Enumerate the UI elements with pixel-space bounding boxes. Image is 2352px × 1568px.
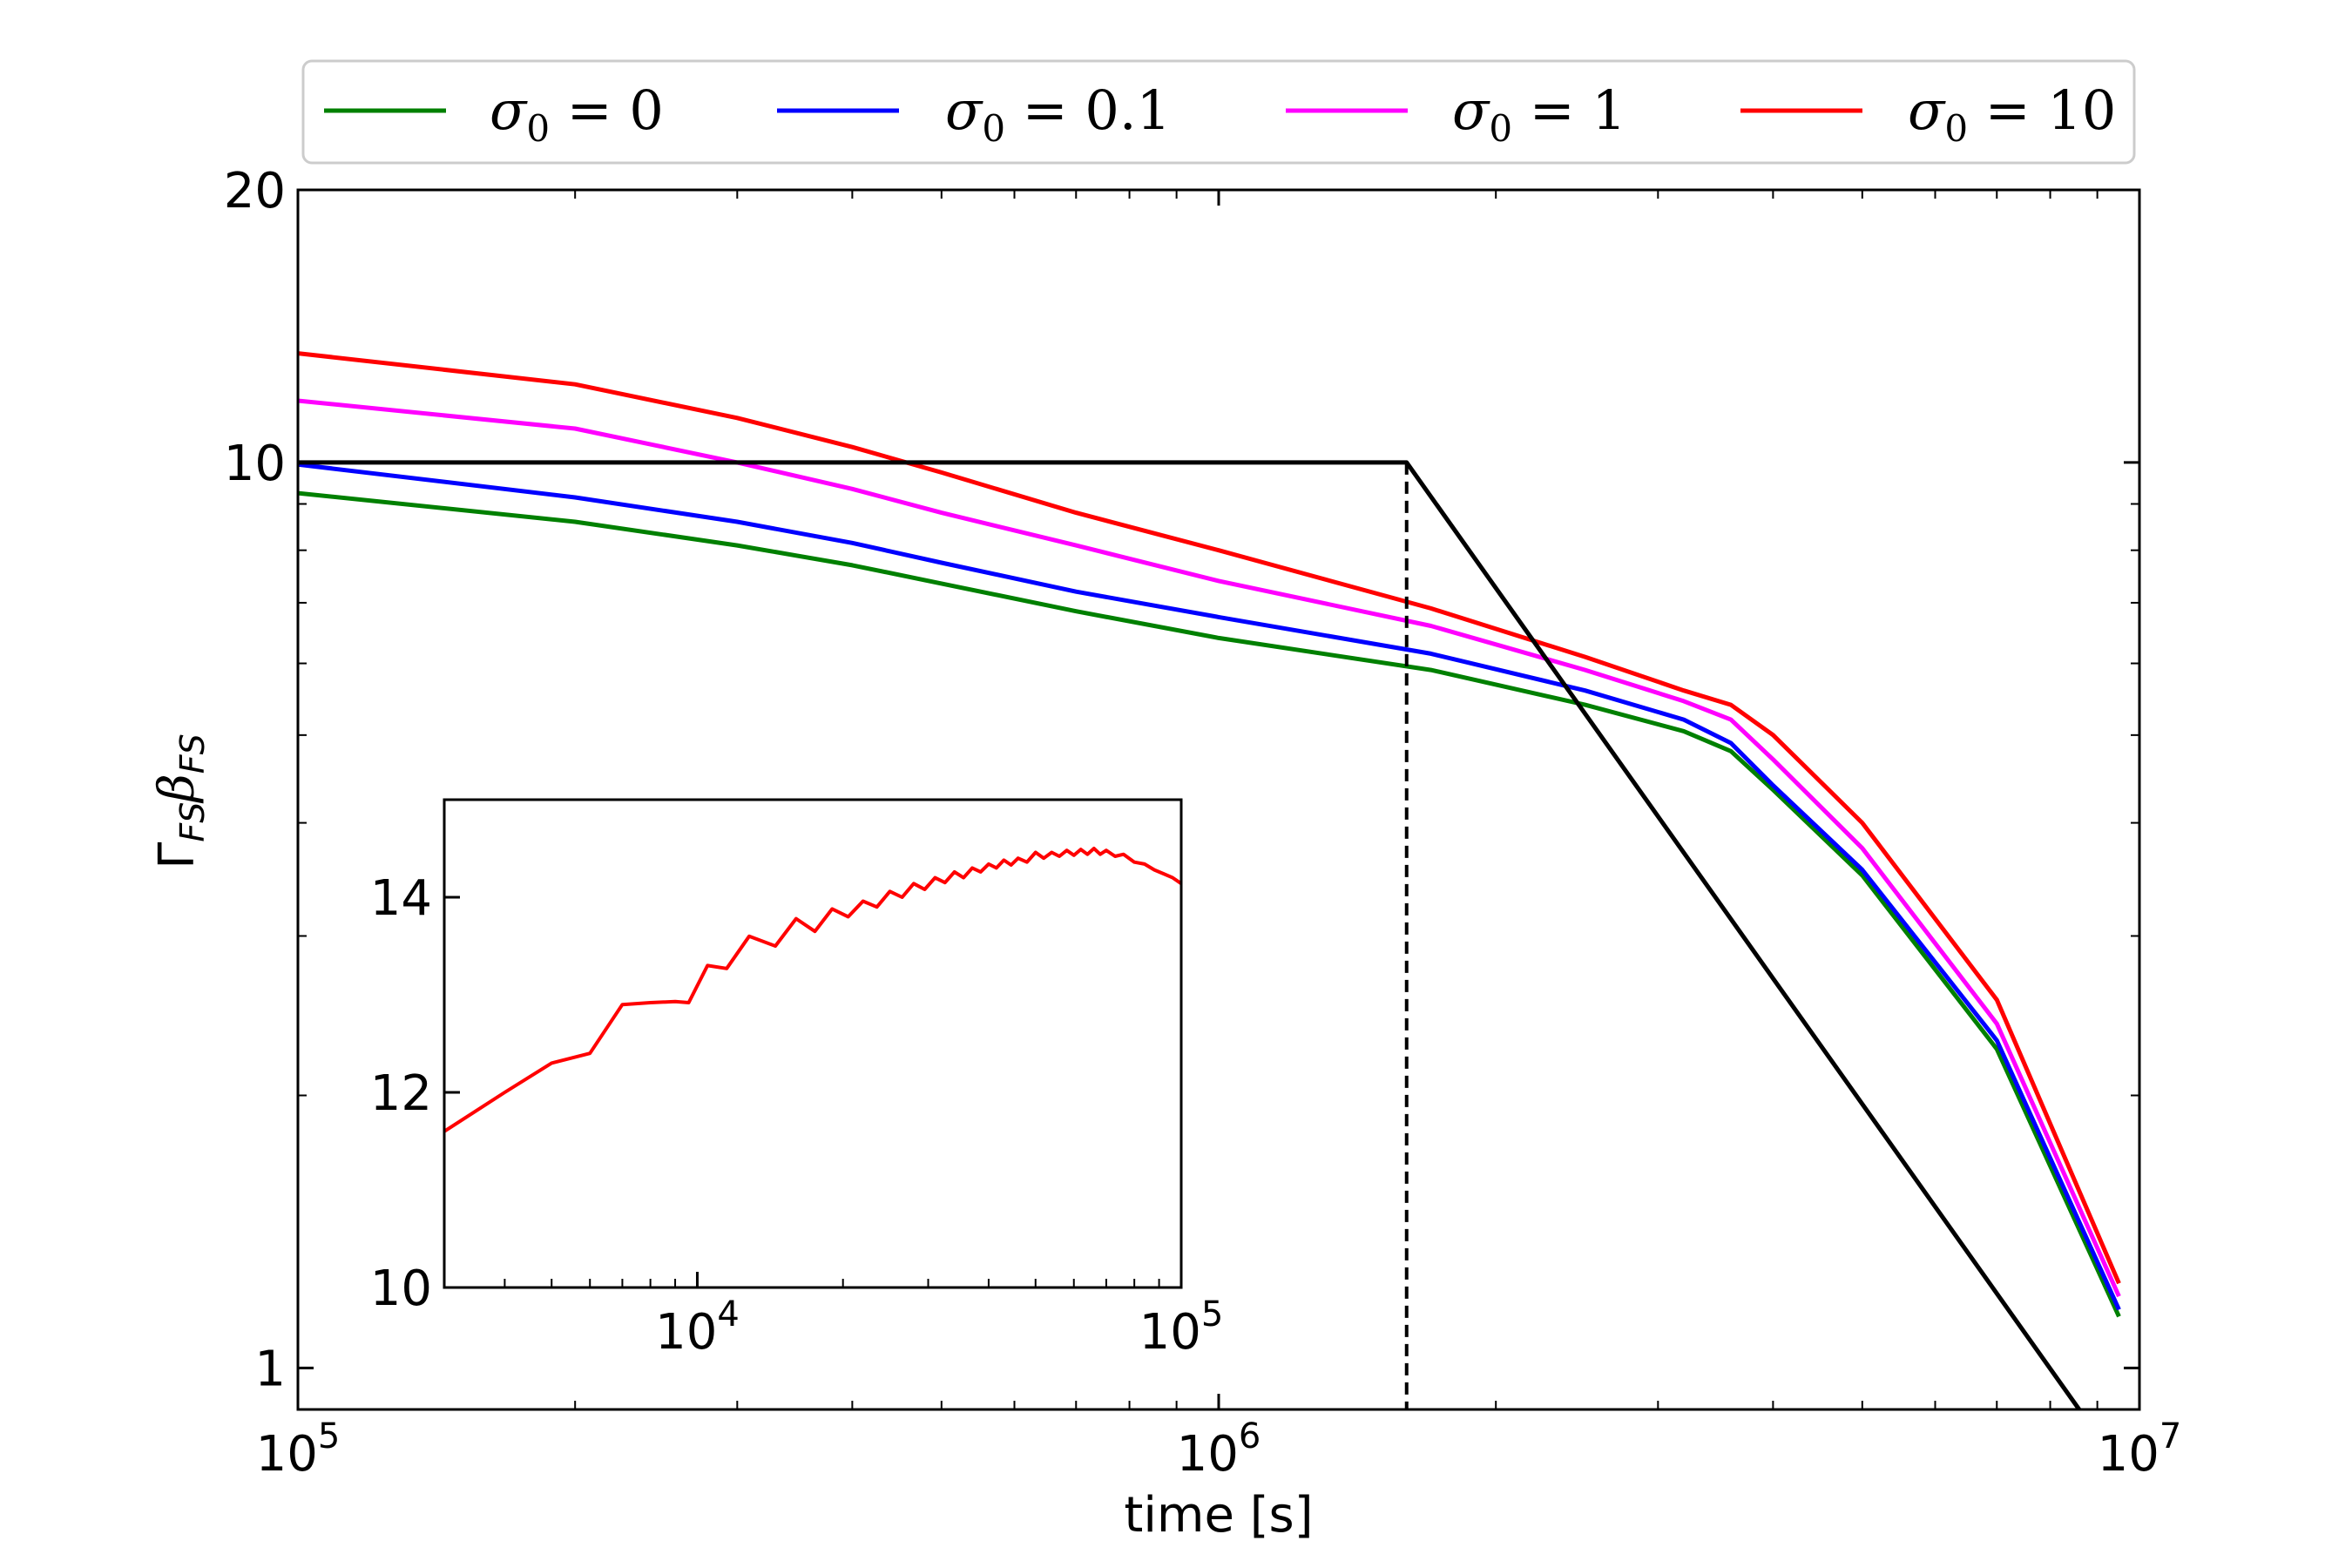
series-line-1 bbox=[298, 462, 2121, 1311]
series-line-2 bbox=[298, 398, 2121, 1298]
x-tick-label: 106 bbox=[1177, 1416, 1261, 1483]
legend-frame bbox=[301, 59, 2136, 165]
y-tick-label: 20 bbox=[224, 163, 286, 220]
svg-text:ΓFSβFS: ΓFSβFS bbox=[149, 733, 212, 869]
inset-x-tick-label: 105 bbox=[1139, 1294, 1224, 1361]
legend-label-3: σ0 = 10 bbox=[1908, 78, 2116, 150]
y-axis-title: ΓFSβFS bbox=[149, 733, 212, 869]
plot-frame bbox=[296, 188, 2141, 1411]
series-line-0 bbox=[298, 490, 2121, 1318]
x-axis-title: time [s] bbox=[1124, 1487, 1313, 1544]
legend-label-1: σ0 = 0.1 bbox=[945, 78, 1171, 150]
inset-y-tick-label: 10 bbox=[370, 1260, 432, 1317]
inset-series-line-0 bbox=[444, 847, 1181, 1133]
y-tick-label: 10 bbox=[224, 436, 286, 492]
inset-y-tick-label: 12 bbox=[370, 1065, 432, 1122]
x-tick-label: 105 bbox=[256, 1416, 341, 1483]
inset-frame bbox=[443, 798, 1183, 1289]
y-tick-label: 1 bbox=[254, 1341, 286, 1397]
legend-label-0: σ0 = 0 bbox=[490, 78, 664, 150]
inset-x-tick-label: 104 bbox=[655, 1294, 740, 1361]
series-line-3 bbox=[298, 351, 2121, 1285]
inset-plot: 104 105 10 12 14 bbox=[370, 798, 1224, 1361]
series-line-4 bbox=[298, 460, 2081, 1409]
inset-y-tick-label: 14 bbox=[370, 870, 432, 927]
x-tick-label: 107 bbox=[2098, 1416, 2182, 1483]
legend: σ0 = 0 σ0 = 0.1 σ0 = 1 σ0 = 10 bbox=[301, 59, 2136, 165]
legend-label-2: σ0 = 1 bbox=[1452, 78, 1626, 150]
inset-area bbox=[444, 800, 1181, 1288]
